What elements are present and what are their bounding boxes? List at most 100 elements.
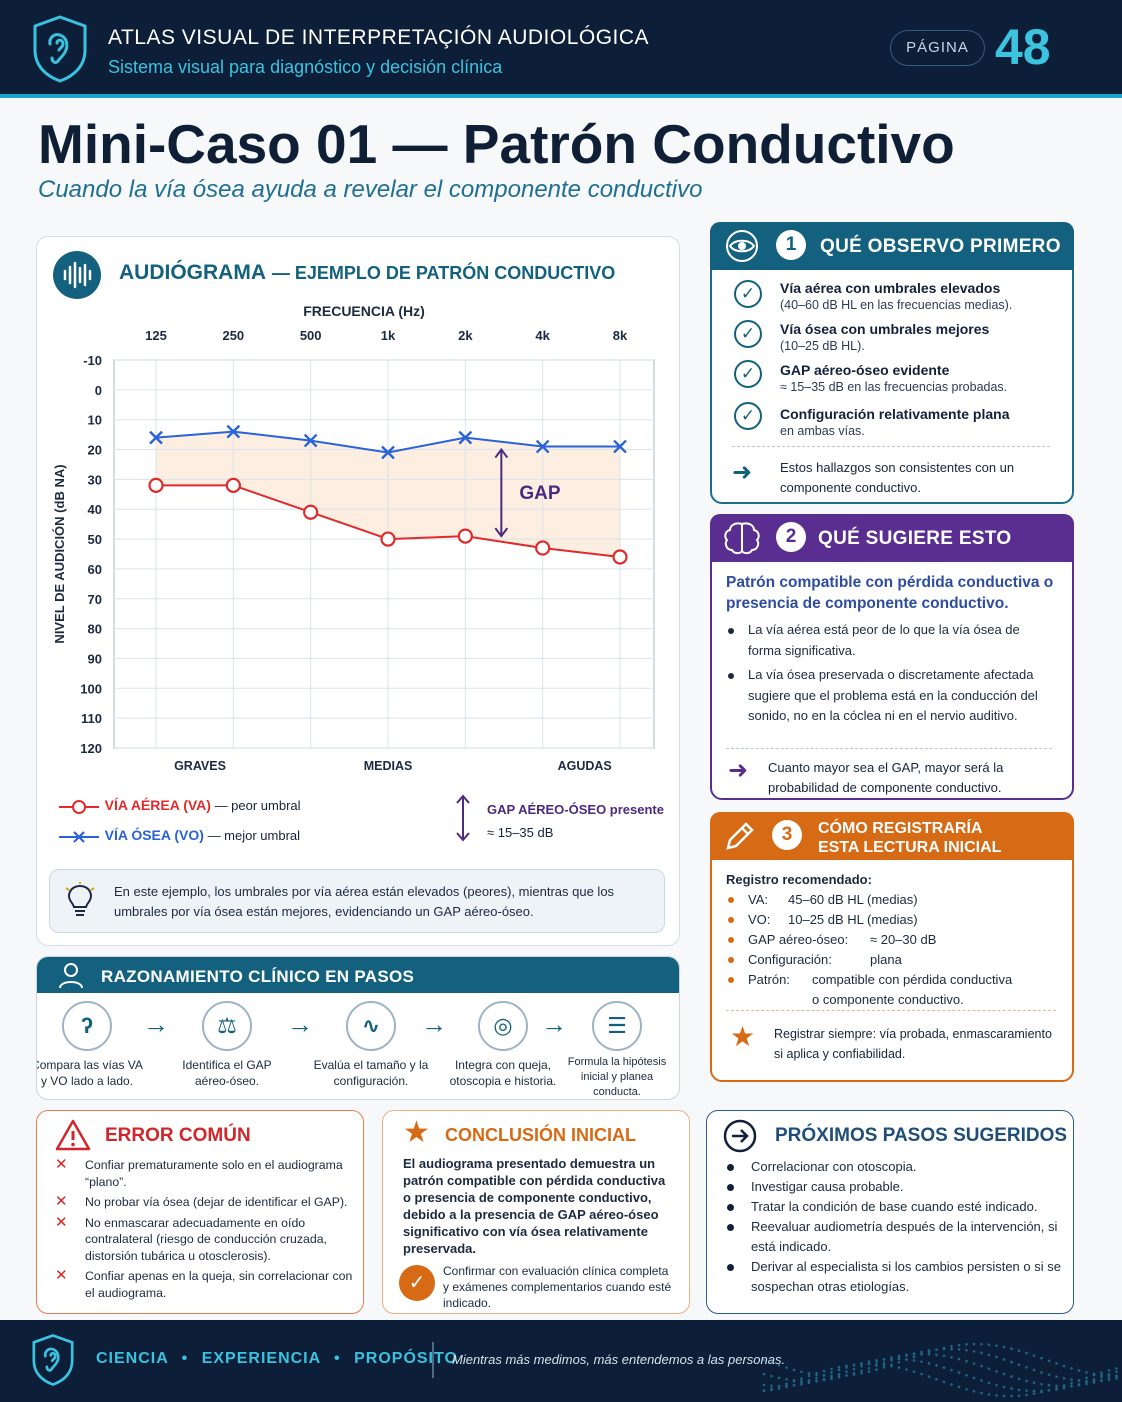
region-label: MEDIAS [364,759,413,773]
wave-dot [1047,1373,1051,1376]
y-tick-label: 30 [88,472,102,487]
va-point [535,540,551,556]
vo-point [535,439,550,454]
wave-dot [1107,1369,1111,1372]
wave-dot [942,1380,946,1384]
wave-dot [1002,1345,1006,1349]
legend-va-marker [59,799,99,814]
observe-conclusion: Estos hallazgos son consistentes con un … [780,460,1015,495]
wave-dot [912,1355,916,1359]
wave-dot [1032,1389,1036,1393]
wave-dot [1017,1349,1021,1353]
va-point [303,504,319,520]
error-card: ERROR COMÚN ✕ Confiar prematuramente solo… [36,1110,364,1314]
wave-dot [1062,1384,1066,1387]
x-icon: ✕ [55,1267,68,1284]
wave-dot [890,1364,893,1368]
x-icon: ✕ [55,1156,68,1173]
waveform-icon: ∿ [346,1001,396,1051]
wave-dot [1025,1389,1028,1392]
wave-dot [957,1371,961,1374]
vo-point [381,445,395,460]
suggest-number: 2 [776,522,806,552]
warning-icon [55,1119,91,1151]
wave-dot [800,1377,803,1380]
wave-dot [957,1343,961,1347]
wave-dot [852,1367,856,1371]
error-text: Confiar apenas en la queja, sin correlac… [85,1269,353,1300]
wave-dot [800,1379,803,1383]
wave-dot [890,1357,893,1361]
wave-dot [965,1343,968,1346]
wave-dot [927,1375,931,1378]
wave-dot [1085,1382,1088,1386]
legend-vo-marker [59,830,99,843]
step-text: Formula la hipótesis inicial y planea co… [567,1056,667,1098]
register-key: VA: [748,892,768,907]
wave-dot [1002,1358,1006,1361]
wave-dot [912,1359,916,1362]
error-list: ✕ Confiar prematuramente solo en el audio… [53,1156,357,1305]
wave-dot [762,1358,766,1362]
x-icon: ✕ [55,1213,68,1231]
y-tick-label: 10 [88,413,102,428]
wave-dot [882,1363,886,1367]
divider [726,748,1052,749]
wave-dot [957,1357,961,1361]
wave-dot [942,1354,946,1358]
wave-dot [1085,1371,1088,1374]
header-bar: ATLAS VISUAL DE INTERPRETAÇIÓN AUDIOLÓGI… [0,0,1122,98]
observe-item-bold: GAP aéreo-óseo evidente [780,362,950,378]
footer-word: PROPÓSITO [354,1350,458,1367]
wave-dot [777,1387,781,1390]
wave-dot [912,1352,916,1356]
wave-dot [972,1389,976,1393]
wave-dot [770,1374,773,1378]
reasoning-step: ☰ Formula la hipótesis inicial y planea c… [557,1001,677,1099]
error-text: No probar vía ósea (dejar de identificar… [85,1195,348,1209]
audiogram-title: AUDIÓGRAMA — EJEMPLO DE PATRÓN CONDUCTIV… [119,261,615,285]
wave-dot [987,1367,991,1370]
wave-dot [1002,1394,1006,1398]
wave-dot [770,1384,773,1387]
wave-dot [1115,1367,1118,1370]
wave-dot [950,1383,953,1386]
wave-dot [1070,1385,1073,1388]
va-point [612,549,628,565]
wave-dot [762,1389,766,1393]
va-point [457,528,473,544]
va-point [225,477,241,493]
register-value: 10–25 dB HL (medias) [788,912,918,927]
list-item: Correlacionar con otoscopia. [723,1157,1063,1177]
wave-dot [897,1366,901,1369]
wave-dot [800,1370,803,1374]
wave-dot [1002,1372,1006,1376]
wave-dot [792,1383,796,1387]
page-subtitle: Cuando la vía ósea ayuda a revelar el co… [38,176,703,203]
register-key: GAP aéreo-óseo: [748,932,849,947]
suggest-header: 2 QUÉ SUGIERE ESTO [710,514,1074,562]
decorative-wave [762,1342,1118,1398]
gap-arrow-heads [494,447,509,538]
register-title-line1: CÓMO REGISTRARÍA [818,820,983,837]
next-steps-card: PRÓXIMOS PASOS SUGERIDOS Correlacionar c… [706,1110,1074,1314]
wave-dot [1115,1377,1118,1380]
observe-item-sub: (10–25 dB HL). [780,339,865,353]
wave-dot [1085,1380,1088,1384]
error-item: ✕ Confiar prematuramente solo en el audio… [53,1156,357,1190]
register-card: 3 CÓMO REGISTRARÍA ESTA LECTURA INICIAL R… [710,812,1074,1082]
wave-dot [1040,1356,1043,1360]
va-point [148,477,164,493]
wave-dot [1025,1351,1028,1355]
register-value: 45–60 dB HL (medias) [788,892,918,907]
target-icon: ◎ [478,1001,528,1051]
arrow-right-icon: ➜ [732,459,753,486]
wave-dot [935,1353,938,1357]
register-value: plana [870,952,902,967]
check-icon: ✓ [399,1265,435,1301]
wave-dot [1025,1393,1028,1397]
doctor-icon [59,963,83,989]
wave-dot [822,1369,826,1373]
list-item: Reevaluar audiometría después de la inte… [723,1217,1063,1257]
atlas-title: ATLAS VISUAL DE INTERPRETAÇIÓN AUDIOLÓGI… [108,26,650,49]
